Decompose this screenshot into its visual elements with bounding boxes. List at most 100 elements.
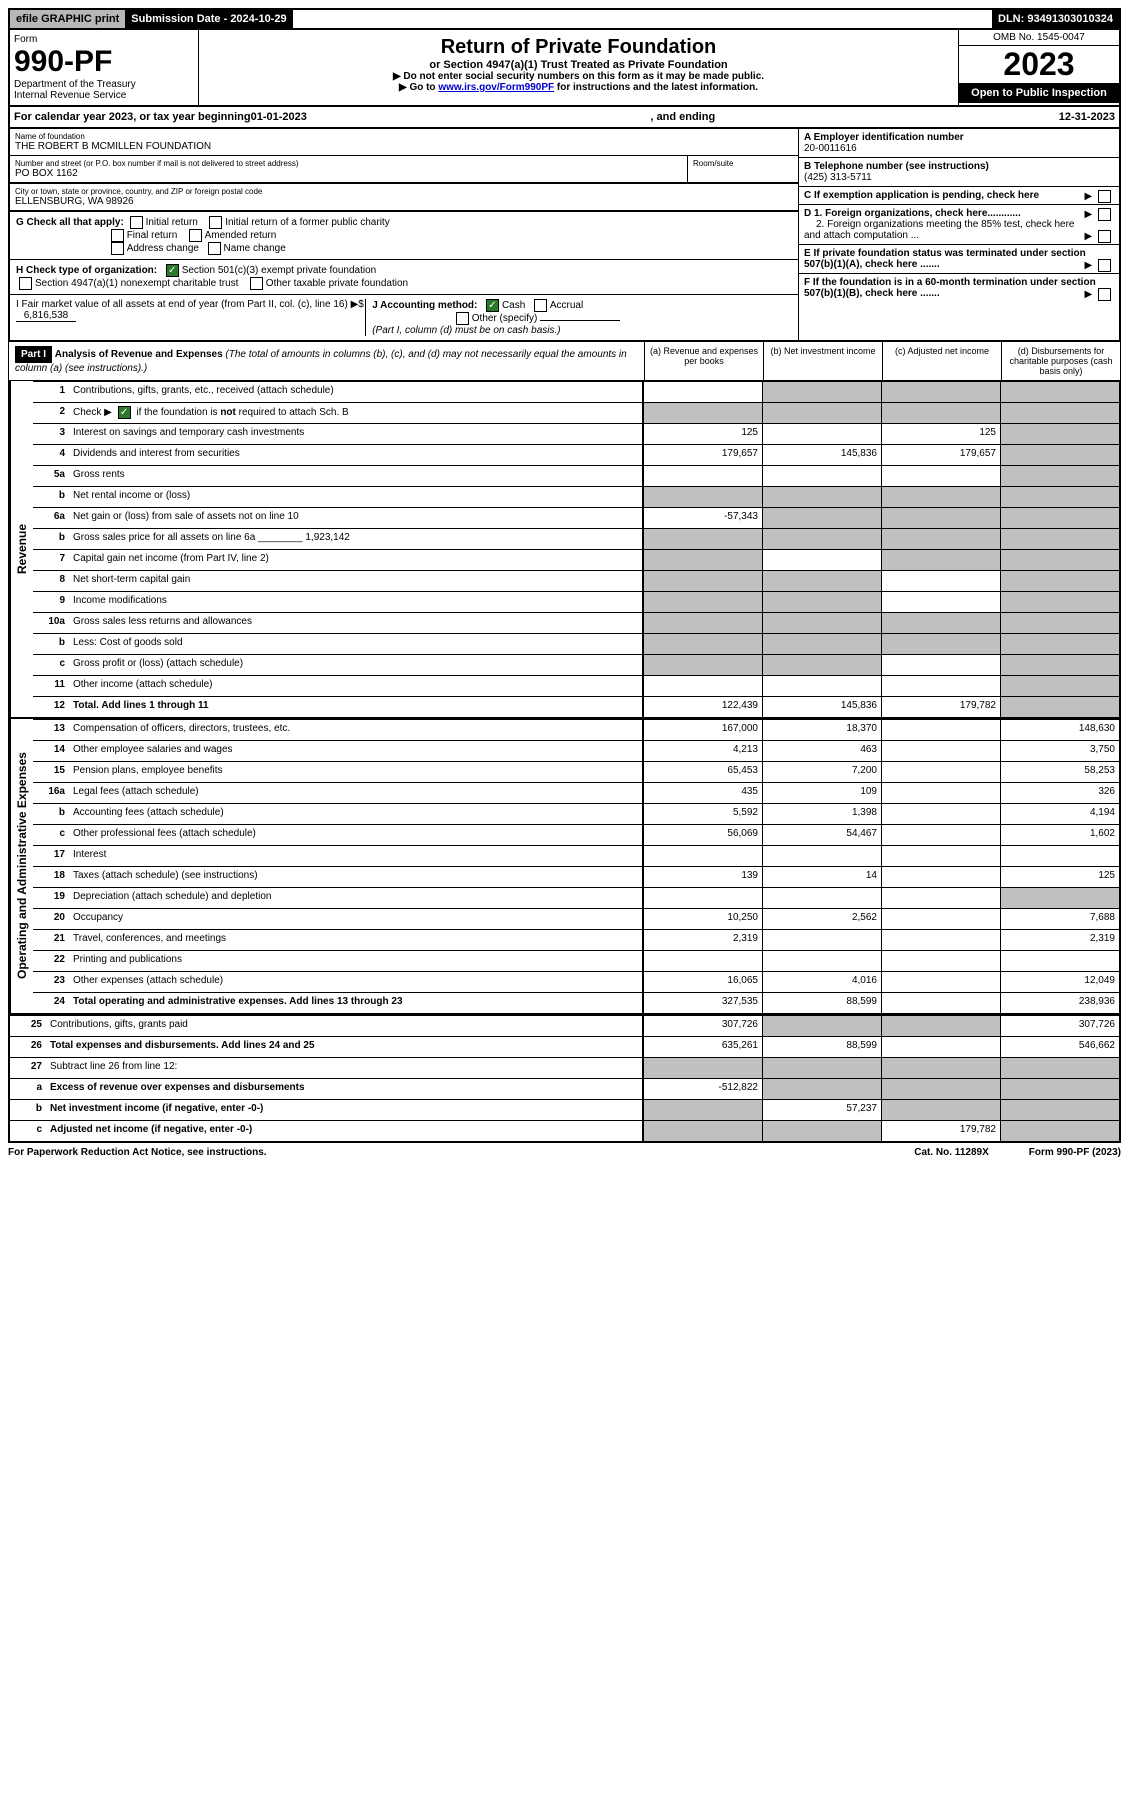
amount-cell [762,592,881,612]
amount-cell [762,508,881,528]
amended-return-checkbox[interactable] [189,229,202,242]
other-taxable-checkbox[interactable] [250,277,263,290]
amount-cell: 4,016 [762,972,881,992]
c-label: C If exemption application is pending, c… [804,190,1039,201]
amount-cell: 7,200 [762,762,881,782]
amount-cell [762,613,881,633]
amount-cell [643,634,762,654]
amount-cell [762,1121,881,1141]
ein-label: A Employer identification number [804,132,964,143]
amount-cell [643,550,762,570]
line-description: Printing and publications [69,951,643,971]
amount-cell: 18,370 [762,720,881,740]
line-number: c [33,655,69,675]
amount-cell [762,676,881,696]
cash-checkbox[interactable] [486,299,499,312]
form-ref: Form 990-PF (2023) [1029,1147,1121,1158]
amount-cell [1000,676,1119,696]
amount-cell: 10,250 [643,909,762,929]
amount-cell [1000,403,1119,423]
amount-cell [762,1079,881,1099]
e-checkbox[interactable] [1098,259,1111,272]
amount-cell [762,951,881,971]
table-row: 8Net short-term capital gain [33,570,1119,591]
4947a1-checkbox[interactable] [19,277,32,290]
amount-cell [881,592,1000,612]
amount-cell [643,466,762,486]
form990pf-link[interactable]: www.irs.gov/Form990PF [438,82,554,93]
line-description: Subtract line 26 from line 12: [46,1058,643,1078]
amount-cell [881,888,1000,908]
table-row: bGross sales price for all assets on lin… [33,528,1119,549]
initial-former-checkbox[interactable] [209,216,222,229]
amount-cell [643,1121,762,1141]
amount-cell [1000,445,1119,465]
name-change-checkbox[interactable] [208,242,221,255]
foundation-name: THE ROBERT B MCMILLEN FOUNDATION [15,141,793,152]
table-row: 7Capital gain net income (from Part IV, … [33,549,1119,570]
other-method-checkbox[interactable] [456,312,469,325]
amount-cell: 125 [881,424,1000,444]
amount-cell: 122,439 [643,697,762,717]
amount-cell [643,592,762,612]
omb-number: OMB No. 1545-0047 [959,30,1119,46]
amount-cell: 125 [1000,867,1119,887]
amount-cell [881,1016,1000,1036]
line-number: 17 [33,846,69,866]
line-description: Legal fees (attach schedule) [69,783,643,803]
amount-cell: 14 [762,867,881,887]
line-description: Total expenses and disbursements. Add li… [46,1037,643,1057]
amount-cell: 179,657 [881,445,1000,465]
amount-cell: 125 [643,424,762,444]
sch-b-checkbox[interactable] [118,406,131,419]
goto-note: ▶ Go to www.irs.gov/Form990PF for instru… [205,82,952,93]
d2-checkbox[interactable] [1098,230,1111,243]
line-number: 15 [33,762,69,782]
line-number: 18 [33,867,69,887]
amount-cell [881,720,1000,740]
line-description: Other income (attach schedule) [69,676,643,696]
amount-cell [881,1100,1000,1120]
amount-cell [881,993,1000,1013]
f-checkbox[interactable] [1098,288,1111,301]
efile-label[interactable]: efile GRAPHIC print [10,10,125,28]
501c3-checkbox[interactable] [166,264,179,277]
line-description: Other professional fees (attach schedule… [69,825,643,845]
amount-cell [1000,1121,1119,1141]
amount-cell [1000,1058,1119,1078]
form-label: Form [14,34,194,45]
initial-return-checkbox[interactable] [130,216,143,229]
top-bar: efile GRAPHIC print Submission Date - 20… [8,8,1121,30]
amount-cell [1000,550,1119,570]
table-row: 26Total expenses and disbursements. Add … [10,1036,1119,1057]
col-d-header: (d) Disbursements for charitable purpose… [1001,342,1120,380]
table-row: aExcess of revenue over expenses and dis… [10,1078,1119,1099]
amount-cell: 326 [1000,783,1119,803]
phone-label: B Telephone number (see instructions) [804,161,989,172]
open-to-public: Open to Public Inspection [959,83,1119,103]
amount-cell: 1,398 [762,804,881,824]
c-checkbox[interactable] [1098,190,1111,203]
amount-cell [643,655,762,675]
amount-cell [643,571,762,591]
address-change-checkbox[interactable] [111,242,124,255]
table-row: bNet rental income or (loss) [33,486,1119,507]
amount-cell: 179,782 [881,1121,1000,1141]
amount-cell [881,466,1000,486]
amount-cell: 88,599 [762,993,881,1013]
d1-checkbox[interactable] [1098,208,1111,221]
accrual-checkbox[interactable] [534,299,547,312]
f-label: F If the foundation is in a 60-month ter… [804,277,1096,299]
amount-cell [881,571,1000,591]
amount-cell [643,1100,762,1120]
amount-cell [1000,424,1119,444]
amount-cell [881,676,1000,696]
table-row: 20Occupancy10,2502,5627,688 [33,908,1119,929]
table-row: 15Pension plans, employee benefits65,453… [33,761,1119,782]
room-label: Room/suite [693,159,793,168]
amount-cell [643,676,762,696]
amount-cell [881,634,1000,654]
final-return-checkbox[interactable] [111,229,124,242]
table-row: 17Interest [33,845,1119,866]
amount-cell [881,951,1000,971]
